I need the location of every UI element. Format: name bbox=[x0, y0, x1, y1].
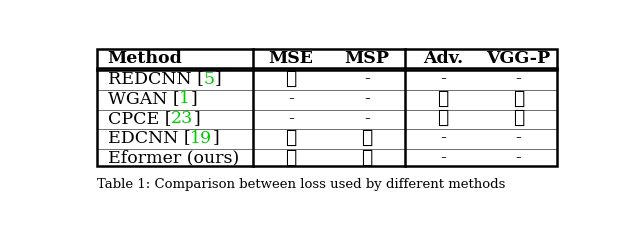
Text: MSP: MSP bbox=[345, 50, 389, 67]
Text: Eformer (ours): Eformer (ours) bbox=[107, 149, 239, 166]
Text: ]: ] bbox=[215, 71, 221, 88]
Text: WGAN [: WGAN [ bbox=[107, 90, 179, 107]
Text: -: - bbox=[516, 149, 522, 166]
Text: ✓: ✓ bbox=[361, 149, 373, 167]
Text: ✓: ✓ bbox=[286, 149, 296, 167]
Text: ]: ] bbox=[212, 130, 219, 147]
Text: ✓: ✓ bbox=[361, 129, 373, 147]
Text: ]: ] bbox=[193, 110, 200, 127]
Text: MSE: MSE bbox=[268, 50, 314, 67]
Text: -: - bbox=[364, 71, 370, 88]
Text: -: - bbox=[516, 71, 522, 88]
Text: VGG-P: VGG-P bbox=[487, 50, 551, 67]
Text: -: - bbox=[440, 130, 446, 147]
Text: Adv.: Adv. bbox=[423, 50, 463, 67]
Text: -: - bbox=[364, 110, 370, 127]
Text: 23: 23 bbox=[171, 110, 193, 127]
Text: 19: 19 bbox=[190, 130, 212, 147]
Text: ✓: ✓ bbox=[286, 129, 296, 147]
Text: Method: Method bbox=[107, 50, 183, 67]
Text: -: - bbox=[288, 90, 294, 107]
Text: -: - bbox=[440, 149, 446, 166]
Text: -: - bbox=[364, 90, 370, 107]
Text: -: - bbox=[440, 71, 446, 88]
Text: -: - bbox=[288, 110, 294, 127]
Text: ✓: ✓ bbox=[437, 90, 448, 108]
Text: REDCNN [: REDCNN [ bbox=[107, 71, 204, 88]
Text: 1: 1 bbox=[179, 90, 190, 107]
Text: ✓: ✓ bbox=[286, 70, 296, 88]
Text: EDCNN [: EDCNN [ bbox=[107, 130, 190, 147]
Bar bbox=[97, 49, 556, 166]
Text: 5: 5 bbox=[204, 71, 215, 88]
Text: ✓: ✓ bbox=[437, 109, 448, 127]
Text: -: - bbox=[516, 130, 522, 147]
Text: ✓: ✓ bbox=[513, 109, 524, 127]
Text: CPCE [: CPCE [ bbox=[107, 110, 171, 127]
Text: ]: ] bbox=[190, 90, 197, 107]
Text: ✓: ✓ bbox=[513, 90, 524, 108]
Text: Table 1: Comparison between loss used by different methods: Table 1: Comparison between loss used by… bbox=[97, 178, 505, 191]
